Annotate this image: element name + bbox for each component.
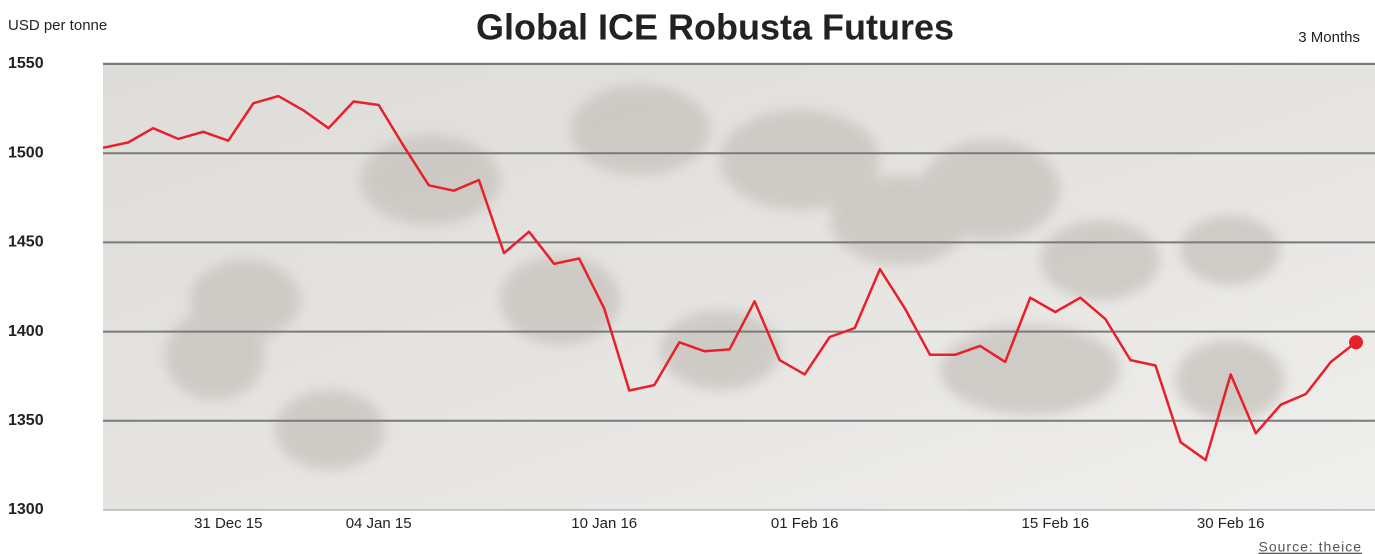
x-tick-label: 04 Jan 15 (346, 515, 412, 532)
y-tick-label: 1500 (8, 144, 44, 161)
chart-title: Global ICE Robusta Futures (476, 7, 954, 48)
y-tick-label: 1550 (8, 55, 44, 72)
source-link[interactable]: Source: theice (1259, 539, 1363, 554)
x-tick-label: 31 Dec 15 (194, 515, 262, 532)
chart: Global ICE Robusta Futures USD per tonne… (0, 0, 1375, 554)
y-tick-label: 1350 (8, 412, 44, 429)
y-tick-label: 1400 (8, 323, 44, 340)
x-tick-label: 30 Feb 16 (1197, 515, 1265, 532)
end-point (1349, 335, 1363, 349)
y-tick-label: 1450 (8, 234, 44, 251)
x-tick-label: 01 Feb 16 (771, 515, 839, 532)
period-label: 3 Months (1298, 29, 1360, 46)
background-photo (103, 62, 1375, 510)
x-tick-label: 15 Feb 16 (1021, 515, 1089, 532)
y-tick-label: 1300 (8, 501, 44, 518)
y-axis-label: USD per tonne (8, 17, 107, 34)
x-tick-label: 10 Jan 16 (571, 515, 637, 532)
